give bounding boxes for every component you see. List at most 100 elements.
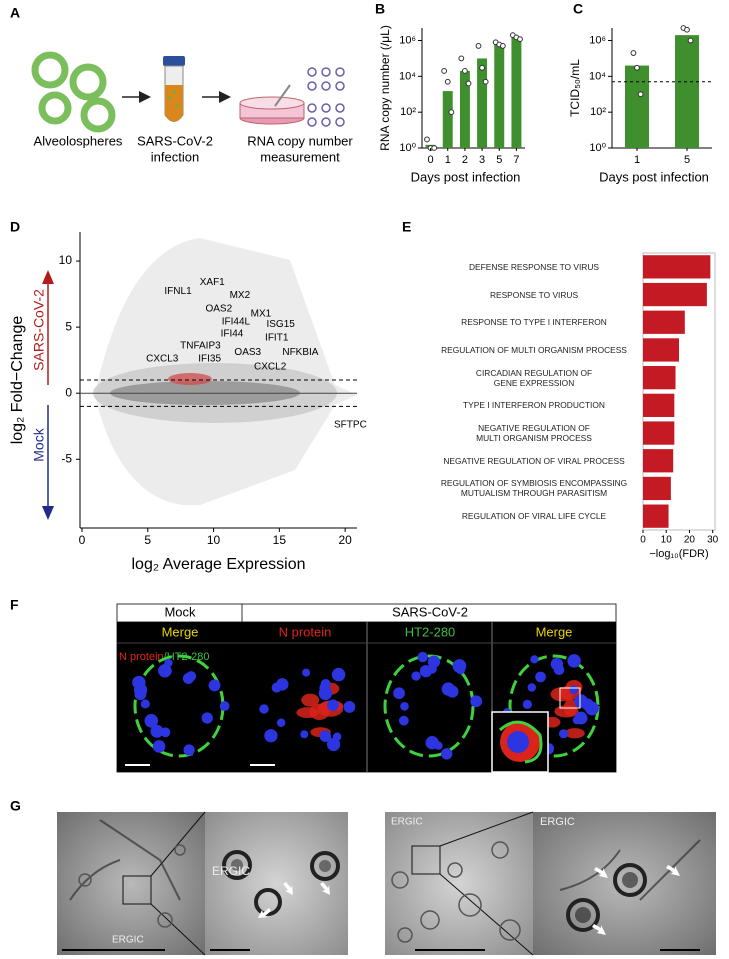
nucleus (182, 672, 194, 684)
plot-frame (642, 252, 716, 531)
nucleus (276, 718, 286, 727)
nucleus (574, 694, 588, 708)
nucleus (144, 713, 159, 728)
replicate-point (687, 37, 694, 44)
category-label: REGULATION OF SYMBIOSIS ENCOMPASSING MUT… (440, 478, 628, 499)
group-header: Mock (164, 604, 196, 619)
panel-label: E (402, 219, 411, 235)
em-label: ERGIC (540, 816, 575, 828)
step-label: measurement (260, 149, 340, 164)
replicate-point (458, 55, 465, 62)
nucleus (160, 727, 171, 738)
zoom-box (559, 687, 581, 709)
category-label: TYPE I INTERFERON PRODUCTION (463, 400, 605, 411)
gene-label: CXCL3 (146, 353, 179, 364)
zoom-line (150, 811, 206, 877)
nucleus (569, 685, 579, 695)
virion-cores (231, 859, 638, 923)
channel-label: HT2-280 (405, 624, 456, 639)
bar (442, 91, 453, 148)
nucleus (208, 679, 221, 692)
nucleus (152, 740, 166, 753)
gene-label: CXCL2 (254, 361, 287, 372)
gene-label: IFIT1 (265, 332, 289, 343)
arrow-head (42, 506, 54, 520)
nucleus (319, 730, 332, 742)
tube-icon (163, 56, 185, 122)
y-tick-label: -5 (61, 451, 72, 465)
overlay-part: N protein (119, 651, 164, 663)
category-label: REGULATION OF VIRAL LIFE CYCLE (461, 511, 607, 522)
x-tick-label: 10 (207, 533, 221, 547)
gene-label: SFTPC (334, 420, 367, 431)
panel-label: C (573, 1, 583, 17)
y-tick-label: 10⁴ (399, 70, 416, 82)
zoom-line (439, 873, 534, 956)
n-protein-stain (563, 698, 577, 717)
replicate-point (630, 50, 637, 56)
replicate-point (444, 78, 451, 85)
bar (511, 37, 522, 148)
category-label: CIRCADIAN REGULATION OF GENE EXPRESSION (475, 367, 593, 388)
group-header: SARS-CoV-2 (392, 604, 468, 619)
gene-label: MX2 (230, 290, 251, 301)
gene-label: OAS3 (234, 347, 261, 358)
y-tick-label: 10⁶ (399, 34, 416, 46)
x-tick-label: 2 (462, 154, 468, 166)
bar (643, 282, 707, 307)
em-panel: ERGIC ERGIC ERGIC ERGIC (57, 811, 716, 956)
replicate-point (482, 78, 489, 85)
nucleus (411, 671, 421, 681)
nucleus (530, 655, 539, 664)
nucleus (158, 663, 172, 678)
y-tick-label: 10⁶ (589, 34, 606, 46)
nucleus (441, 748, 453, 760)
x-tick-label: 1 (445, 154, 451, 166)
replicate-point (634, 64, 640, 71)
category-label: NEGATIVE REGULATION OF VIRAL PROCESS (443, 455, 625, 466)
dish-icon (239, 84, 305, 125)
em-label: ERGIC (212, 864, 250, 878)
category-label: RESPONSE TO TYPE I INTERFERON (461, 317, 607, 328)
y-tick-label: 5 (65, 319, 72, 333)
em-image (205, 812, 348, 955)
channel-label: Merge (536, 624, 573, 639)
panel-label: G (10, 798, 21, 814)
nucleus (553, 664, 565, 676)
zoom-line (150, 903, 206, 956)
x-tick-label: 1 (634, 154, 640, 166)
bar (459, 70, 470, 148)
replicate-point (448, 109, 455, 116)
arrow-head (42, 270, 54, 284)
nucleus (398, 715, 409, 726)
gene-label: IFI44 (221, 328, 244, 339)
n-protein-stain (564, 728, 585, 739)
nucleus (150, 724, 164, 738)
nucleus (276, 678, 289, 691)
x-tick-label: 0 (428, 154, 434, 166)
replicate-point (424, 136, 430, 143)
bar (643, 421, 675, 445)
nucleus (419, 664, 433, 678)
replicate-point (462, 68, 468, 74)
nucleus (567, 654, 581, 668)
bar (643, 449, 674, 473)
panel-label: D (10, 219, 20, 235)
nucleus (574, 711, 588, 725)
gene-label: MX1 (251, 309, 272, 320)
nucleus (327, 699, 339, 712)
nucleus (201, 712, 213, 724)
x-tick-label: 30 (707, 535, 719, 546)
category-label: REGULATION OF MULTI ORGANISM PROCESS (441, 344, 627, 355)
alveolosphere-icon (31, 51, 116, 133)
bar (477, 58, 488, 148)
nucleus (264, 729, 278, 743)
gene-label: IFNL1 (164, 286, 192, 297)
y-tick-label: 10⁴ (589, 70, 606, 82)
down-label: Mock (31, 427, 47, 461)
nucleus (425, 736, 439, 750)
x-axis-label: log₂ Average Expression (131, 556, 305, 573)
replicate-point (441, 68, 448, 74)
x-tick-label: 7 (513, 154, 519, 166)
